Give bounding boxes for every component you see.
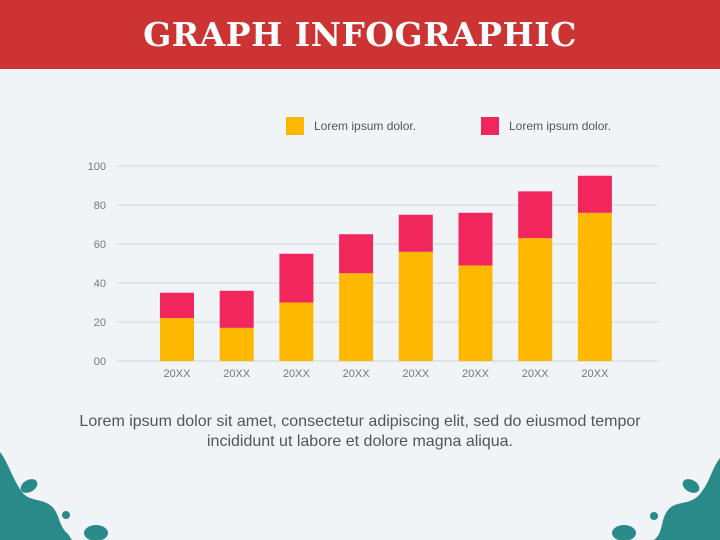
blob-group	[0, 452, 720, 540]
y-tick-label: 40	[94, 278, 106, 290]
bar-series-1	[160, 318, 194, 361]
legend-item-2: Lorem ipsum dolor.	[481, 117, 611, 135]
blob-left-dot-1-icon	[20, 479, 38, 493]
x-tick-label: 20XX	[343, 368, 371, 380]
bar-series-1	[279, 302, 314, 361]
title-banner: GRAPH INFOGRAPHIC	[0, 0, 720, 69]
x-tick-label: 20XX	[223, 368, 251, 380]
legend-item-1: Lorem ipsum dolor.	[286, 117, 416, 135]
bar-series-2	[398, 214, 433, 252]
x-tick-label: 20XX	[462, 368, 490, 380]
bar-series-1	[398, 251, 433, 361]
bar-series-2	[458, 212, 493, 266]
bar-series-2	[219, 290, 254, 328]
bar-series-1	[458, 265, 493, 361]
blob-right-dot-3-icon	[612, 525, 636, 540]
caption-text: Lorem ipsum dolor sit amet, consectetur …	[79, 413, 641, 450]
page-title: GRAPH INFOGRAPHIC	[143, 15, 577, 54]
bar-series-1	[219, 327, 254, 361]
x-tick-label: 20XX	[522, 368, 550, 380]
bar-series-2	[577, 175, 612, 213]
x-tick-label: 20XX	[402, 368, 430, 380]
blob-right-dot-2-icon	[650, 512, 658, 520]
legend-label-2: Lorem ipsum dolor.	[509, 119, 612, 133]
blob-left-icon	[0, 452, 72, 540]
bar-series-2	[518, 191, 553, 239]
y-tick-label: 60	[94, 239, 106, 251]
legend-swatch-1	[286, 117, 304, 135]
x-tick-label: 20XX	[164, 368, 192, 380]
bar-series-2	[160, 292, 194, 319]
bar-series-1	[339, 273, 374, 361]
blob-right-icon	[654, 458, 720, 540]
y-tick-label: 100	[88, 161, 106, 173]
stacked-bar-chart: 00 20 40 60 80 100 20XX 20XX 20XX 20XX 20XX 20XX 20X…	[88, 161, 658, 380]
y-tick-label: 00	[94, 356, 106, 368]
x-tick-label: 20XX	[581, 368, 609, 380]
y-tick-label: 80	[94, 200, 106, 212]
x-tick-label: 20XX	[283, 368, 311, 380]
bar-series-1	[518, 238, 553, 361]
bar-series-2	[339, 234, 374, 274]
y-tick-label: 20	[94, 317, 106, 329]
legend-label-1: Lorem ipsum dolor.	[314, 119, 417, 133]
bar-series-2	[279, 253, 314, 303]
blob-left-dot-2-icon	[62, 511, 70, 519]
legend-swatch-2	[481, 117, 499, 135]
blob-right-dot-1-icon	[682, 479, 700, 493]
blob-left-dot-3-icon	[84, 525, 108, 540]
bar-series-1	[577, 212, 612, 361]
